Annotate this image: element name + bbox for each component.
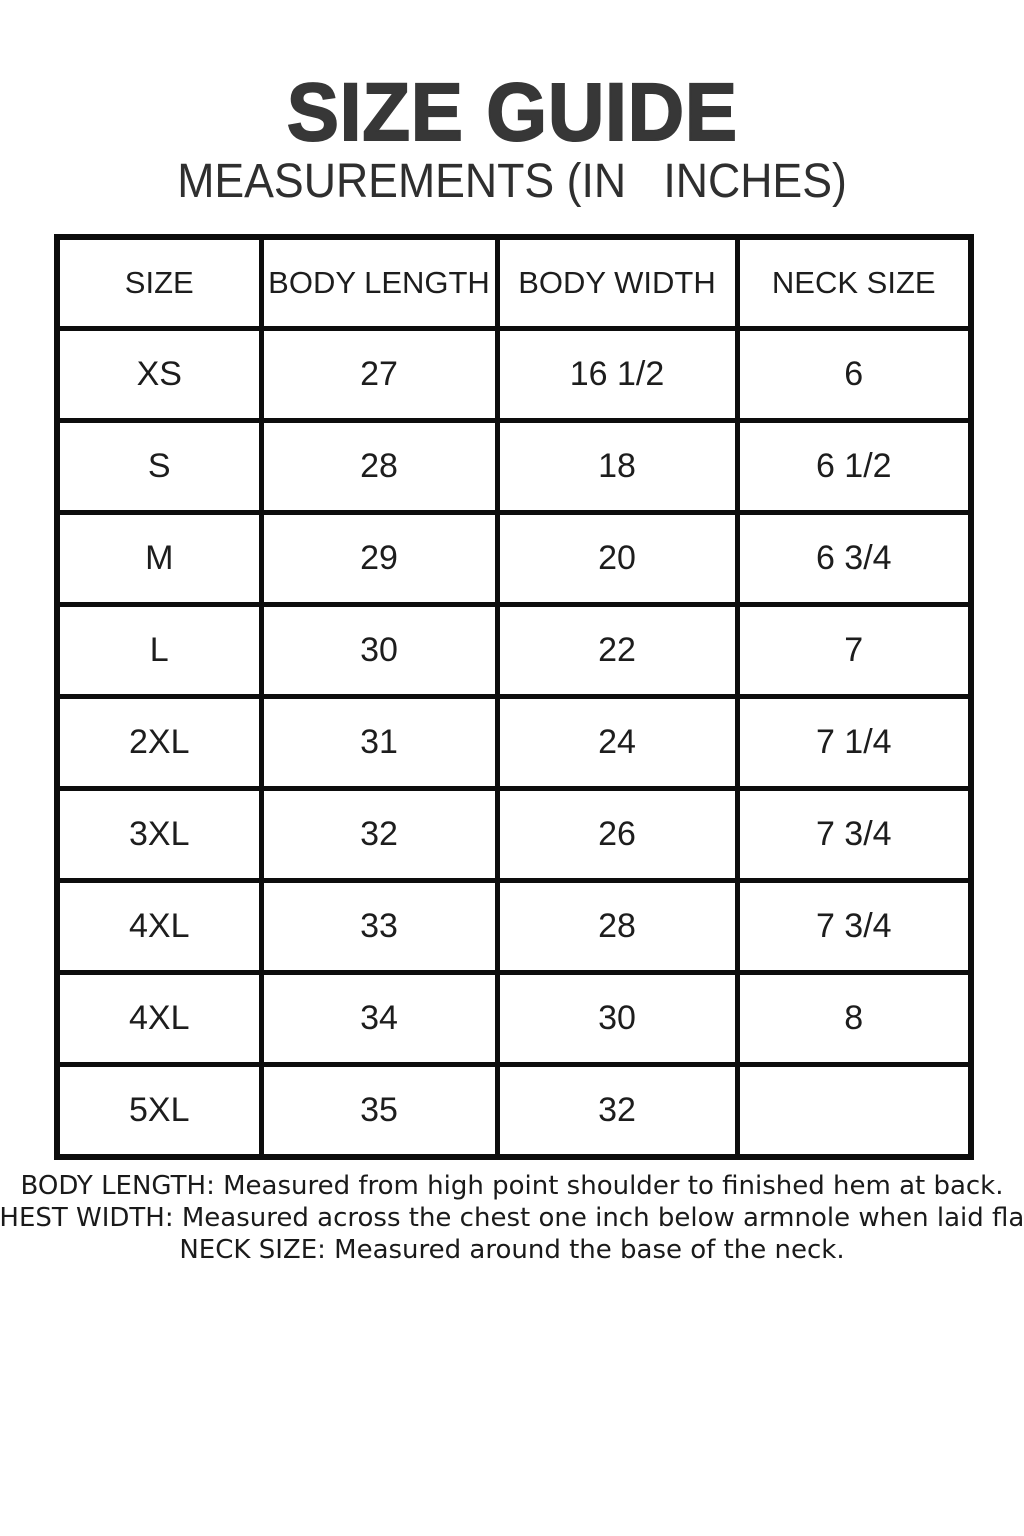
body-width-cell: 30 [494,970,740,1067]
size-cell: 4XL [54,878,264,975]
size-cell: 4XL [54,970,264,1067]
body-width-cell: 28 [494,878,740,975]
neck-size-cell: 6 3/4 [734,510,974,607]
body-length-cell: 27 [258,326,500,423]
table-row: 4XL 34 30 8 [54,970,974,1067]
body-length-cell: 32 [258,786,500,883]
page-subtitle-text: MEASUREMENTS (IN INCHES) [177,155,847,208]
note-neck-size: NECK SIZE: Measured around the base of t… [179,1235,845,1265]
size-cell: XS [54,326,264,423]
neck-size-cell: 7 3/4 [734,786,974,883]
table-row: 5XL 35 32 [54,1062,974,1160]
column-header-body-width: BODY WIDTH [494,234,740,331]
neck-size-cell [734,1062,974,1160]
body-width-cell: 22 [494,602,740,699]
size-cell: 3XL [54,786,264,883]
body-length-cell: 33 [258,878,500,975]
header-row: SIZE BODY LENGTH BODY WIDTH NECK SIZE [54,234,974,331]
neck-size-cell: 6 [734,326,974,423]
body-length-cell: 31 [258,694,500,791]
table-row: XS 27 16 1/2 6 [54,326,974,423]
neck-size-cell: 8 [734,970,974,1067]
column-header-body-length: BODY LENGTH [258,234,500,331]
table-row: 4XL 33 28 7 3/4 [54,878,974,975]
page-title-text: SIZE GUIDE [286,67,738,158]
body-width-cell: 18 [494,418,740,515]
size-cell: M [54,510,264,607]
table-row: 2XL 31 24 7 1/4 [54,694,974,791]
page-title: SIZE GUIDE [0,67,1024,158]
neck-size-cell: 7 1/4 [734,694,974,791]
note-chest-width: CHEST WIDTH: Measured across the chest o… [0,1203,1024,1233]
body-width-cell: 32 [494,1062,740,1160]
table-row: S 28 18 6 1/2 [54,418,974,515]
column-header-neck-size: NECK SIZE [734,234,974,331]
table-row: 3XL 32 26 7 3/4 [54,786,974,883]
size-cell: 5XL [54,1062,264,1160]
body-length-cell: 28 [258,418,500,515]
size-cell: 2XL [54,694,264,791]
body-width-cell: 16 1/2 [494,326,740,423]
body-width-cell: 24 [494,694,740,791]
body-length-cell: 34 [258,970,500,1067]
neck-size-cell: 6 1/2 [734,418,974,515]
neck-size-cell: 7 [734,602,974,699]
size-cell: S [54,418,264,515]
body-length-cell: 30 [258,602,500,699]
size-chart-table: SIZE BODY LENGTH BODY WIDTH NECK SIZE XS… [54,234,974,1160]
body-length-cell: 29 [258,510,500,607]
page-subtitle: MEASUREMENTS (IN INCHES) [0,158,1024,206]
size-cell: L [54,602,264,699]
note-body-length: BODY LENGTH: Measured from high point sh… [20,1171,1004,1201]
body-length-cell: 35 [258,1062,500,1160]
measurement-notes: BODY LENGTH: Measured from high point sh… [0,1170,1024,1266]
table-row: L 30 22 7 [54,602,974,699]
neck-size-cell: 7 3/4 [734,878,974,975]
column-header-size: SIZE [54,234,264,331]
body-width-cell: 20 [494,510,740,607]
body-width-cell: 26 [494,786,740,883]
table-row: M 29 20 6 3/4 [54,510,974,607]
